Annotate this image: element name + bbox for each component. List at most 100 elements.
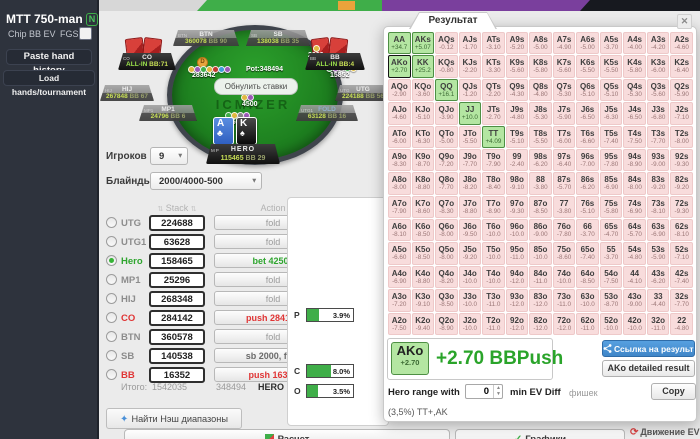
hand-cell-K9s[interactable]: K9s -5.60: [505, 55, 529, 78]
hand-cell-T2o[interactable]: T2o -11.0: [482, 312, 505, 335]
hand-cell-T7o[interactable]: T7o -8.90: [482, 195, 505, 219]
hand-cell-A4o[interactable]: A4o -6.90: [388, 265, 411, 289]
hand-cell-KK[interactable]: KK +25.2: [411, 55, 435, 78]
stack-input-CO[interactable]: [149, 310, 205, 326]
hand-cell-96o[interactable]: 96o -10.0: [505, 219, 529, 242]
player-radio-SB[interactable]: [106, 350, 117, 361]
hand-cell-33[interactable]: 33 -4.40: [646, 289, 670, 312]
hand-cell-A9o[interactable]: A9o -8.30: [388, 148, 411, 172]
hand-cell-42s[interactable]: 42s -7.40: [670, 265, 693, 289]
hand-cell-QTs[interactable]: QTs -2.20: [482, 78, 505, 102]
ev-movement-link[interactable]: ⟳ Движение EV: [630, 427, 700, 438]
hand-cell-54o[interactable]: 54o -7.50: [599, 265, 623, 289]
hand-cell-K8o[interactable]: K8o -8.80: [411, 172, 435, 195]
hand-cell-K6o[interactable]: K6o -8.50: [411, 219, 435, 242]
hand-cell-Q4s[interactable]: Q4s -5.30: [623, 78, 646, 102]
hand-cell-94o[interactable]: 94o -12.0: [505, 265, 529, 289]
hand-cell-T6s[interactable]: T6s -6.60: [576, 125, 599, 148]
hand-cell-73s[interactable]: 73s -8.10: [646, 195, 670, 219]
hand-cell-Q6o[interactable]: Q6o -8.00: [435, 219, 458, 242]
hand-cell-76o[interactable]: 76o -7.80: [552, 219, 576, 242]
hand-cell-AKo[interactable]: AKo +2.70: [388, 55, 411, 78]
hand-cell-T6o[interactable]: T6o -10.0: [482, 219, 505, 242]
hand-cell-Q5o[interactable]: Q5o -8.00: [435, 242, 458, 265]
player-radio-BTN[interactable]: [106, 331, 117, 342]
hand-cell-J7s[interactable]: J7s -5.90: [552, 102, 576, 125]
hand-cell-K5o[interactable]: K5o -8.50: [411, 242, 435, 265]
hand-cell-A4s[interactable]: A4s -4.00: [623, 32, 646, 55]
hand-cell-22[interactable]: 22 -4.80: [670, 312, 693, 335]
hand-cell-88[interactable]: 88 -3.80: [529, 172, 552, 195]
hand-cell-A2s[interactable]: A2s -4.60: [670, 32, 693, 55]
hand-cell-64s[interactable]: 64s -5.70: [623, 219, 646, 242]
hand-cell-T7s[interactable]: T7s -6.00: [552, 125, 576, 148]
hand-cell-84o[interactable]: 84o -11.0: [529, 265, 552, 289]
hand-cell-53s[interactable]: 53s -5.90: [646, 242, 670, 265]
hand-cell-T8o[interactable]: T8o -8.40: [482, 172, 505, 195]
hand-cell-53o[interactable]: 53o -8.70: [599, 289, 623, 312]
hand-cell-T2s[interactable]: T2s -8.00: [670, 125, 693, 148]
hand-cell-T3o[interactable]: T3o -11.0: [482, 289, 505, 312]
hand-cell-QTo[interactable]: QTo -5.00: [435, 125, 458, 148]
hand-cell-Q9o[interactable]: Q9o -7.20: [435, 148, 458, 172]
hand-cell-52s[interactable]: 52s -7.10: [670, 242, 693, 265]
hand-cell-J5s[interactable]: J5s -6.30: [599, 102, 623, 125]
stack-input-UTG1[interactable]: [149, 234, 205, 250]
player-radio-BB[interactable]: [106, 369, 117, 380]
hand-cell-63o[interactable]: 63o -10.0: [576, 289, 599, 312]
hand-cell-98s[interactable]: 98s -6.20: [529, 148, 552, 172]
hand-cell-J6s[interactable]: J6s -6.50: [576, 102, 599, 125]
hand-cell-K2s[interactable]: K2s -6.40: [670, 55, 693, 78]
hand-cell-K4s[interactable]: K4s -5.80: [623, 55, 646, 78]
hand-cell-QJs[interactable]: QJs -1.20: [458, 78, 482, 102]
hand-cell-J4o[interactable]: J4o -10.0: [458, 265, 482, 289]
hand-cell-AQo[interactable]: AQo -2.90: [388, 78, 411, 102]
hand-cell-J9s[interactable]: J9s -4.80: [505, 102, 529, 125]
find-nash-ranges-button[interactable]: ✦ Найти Нэш диапазоны: [106, 408, 242, 429]
hand-cell-QJo[interactable]: QJo -3.90: [435, 102, 458, 125]
hand-cell-65o[interactable]: 65o -7.40: [576, 242, 599, 265]
hand-cell-K3s[interactable]: K3s -6.00: [646, 55, 670, 78]
player-radio-HIJ[interactable]: [106, 293, 117, 304]
hand-cell-A3s[interactable]: A3s -4.20: [646, 32, 670, 55]
hand-cell-T9s[interactable]: T9s -5.10: [505, 125, 529, 148]
hand-cell-Q3s[interactable]: Q3s -5.60: [646, 78, 670, 102]
hand-cell-K7o[interactable]: K7o -8.60: [411, 195, 435, 219]
hand-cell-T4s[interactable]: T4s -7.50: [623, 125, 646, 148]
hand-cell-A5o[interactable]: A5o -6.60: [388, 242, 411, 265]
player-radio-MP1[interactable]: [106, 274, 117, 285]
hand-cell-32s[interactable]: 32s -7.70: [670, 289, 693, 312]
hand-cell-87o[interactable]: 87o -8.50: [529, 195, 552, 219]
hand-cell-Q8o[interactable]: Q8o -7.70: [435, 172, 458, 195]
hand-cell-74s[interactable]: 74s -6.90: [623, 195, 646, 219]
hand-cell-T5s[interactable]: T5s -7.40: [599, 125, 623, 148]
hand-cell-JTs[interactable]: JTs -2.70: [482, 102, 505, 125]
player-radio-UTG[interactable]: [106, 217, 117, 228]
hand-cell-93o[interactable]: 93o -12.0: [505, 289, 529, 312]
sort-icon[interactable]: ⇅: [157, 206, 164, 213]
hand-cell-Q4o[interactable]: Q4o -8.20: [435, 265, 458, 289]
stack-input-MP1[interactable]: [149, 272, 205, 288]
load-hands-button[interactable]: Load hands/tournament: [3, 70, 95, 97]
hand-cell-A2o[interactable]: A2o -7.50: [388, 312, 411, 335]
hand-cell-44[interactable]: 44 -4.10: [623, 265, 646, 289]
hand-cell-84s[interactable]: 84s -8.00: [623, 172, 646, 195]
hand-cell-52o[interactable]: 52o -10.0: [599, 312, 623, 335]
hand-cell-AKs[interactable]: AKs +5.07: [411, 32, 435, 55]
hand-cell-82o[interactable]: 82o -12.0: [529, 312, 552, 335]
calculation-tab-button[interactable]: Расчет: [124, 429, 450, 439]
hand-cell-97o[interactable]: 97o -9.30: [505, 195, 529, 219]
hand-cell-JJ[interactable]: JJ +10.0: [458, 102, 482, 125]
hand-cell-T9o[interactable]: T9o -7.90: [482, 148, 505, 172]
hand-cell-72o[interactable]: 72o -12.0: [552, 312, 576, 335]
hand-cell-86o[interactable]: 86o -9.00: [529, 219, 552, 242]
sort-icon[interactable]: ⇅: [190, 206, 197, 213]
hand-cell-J8s[interactable]: J8s -5.30: [529, 102, 552, 125]
hand-cell-74o[interactable]: 74o -10.0: [552, 265, 576, 289]
hand-cell-75o[interactable]: 75o -8.60: [552, 242, 576, 265]
hand-cell-42o[interactable]: 42o -10.0: [623, 312, 646, 335]
hand-cell-J3o[interactable]: J3o -10.0: [458, 289, 482, 312]
hand-cell-Q7s[interactable]: Q7s -5.30: [552, 78, 576, 102]
hand-cell-JTo[interactable]: JTo -5.50: [458, 125, 482, 148]
hand-cell-Q5s[interactable]: Q5s -5.10: [599, 78, 623, 102]
